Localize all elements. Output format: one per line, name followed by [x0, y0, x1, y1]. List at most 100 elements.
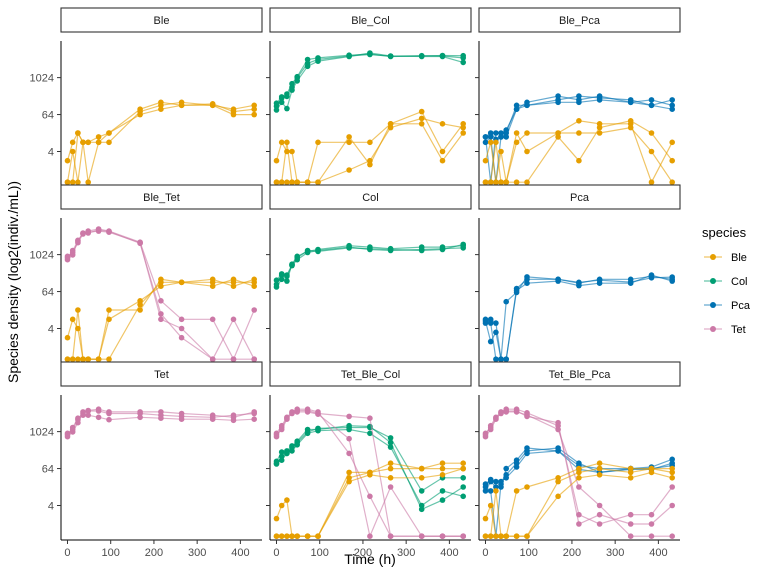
data-point [273, 179, 280, 185]
data-point [230, 417, 237, 424]
series-line [67, 229, 255, 361]
data-point [367, 415, 373, 422]
data-point [513, 533, 520, 539]
data-point [648, 97, 655, 103]
data-point [576, 157, 582, 164]
data-point [482, 139, 489, 146]
panel-pca: Pca [475, 184, 681, 367]
data-point [251, 276, 257, 283]
data-point [75, 356, 81, 363]
data-point [669, 274, 675, 280]
data-point [596, 502, 603, 509]
data-point [503, 465, 510, 472]
data-point [315, 56, 321, 63]
data-point [69, 139, 76, 146]
y-tick-label: 4 [48, 323, 54, 335]
data-point [304, 533, 311, 539]
data-point [555, 99, 561, 106]
data-point [251, 416, 257, 423]
strip-label: Tet_Ble_Col [341, 369, 400, 381]
data-point [315, 427, 321, 434]
data-point [482, 179, 489, 185]
data-point [627, 99, 634, 106]
x-tick-label: 200 [354, 547, 372, 559]
data-point [555, 134, 561, 140]
x-tick-label: 300 [606, 547, 624, 559]
data-point [85, 356, 91, 363]
data-point [669, 456, 675, 463]
data-point [158, 298, 164, 304]
panel-tet-ble-col: Tet_Ble_Col 0 100 200 300 400 [266, 361, 472, 559]
data-point [513, 102, 520, 109]
data-point [493, 356, 499, 363]
data-point [251, 307, 257, 313]
data-point [498, 134, 504, 140]
data-point [106, 307, 112, 313]
data-point [482, 318, 489, 324]
data-point [284, 139, 290, 146]
data-point [80, 412, 86, 419]
data-point [555, 278, 561, 284]
series-line [485, 275, 673, 360]
strip-box [478, 184, 681, 210]
legend-dot [710, 278, 716, 284]
data-point [460, 121, 467, 127]
data-point [278, 449, 285, 455]
data-point [387, 246, 394, 253]
data-point [576, 99, 582, 106]
data-point [304, 179, 311, 185]
data-point [289, 410, 295, 417]
data-point [669, 139, 675, 146]
data-point [487, 533, 494, 539]
series-tet-rep1 [64, 228, 257, 363]
legend-title: species [702, 225, 747, 240]
data-point [64, 334, 71, 341]
series-col-rep3 [273, 241, 467, 284]
strip-box [60, 361, 263, 387]
strip-label: Tet [154, 369, 169, 381]
data-point [278, 453, 285, 460]
data-point [555, 93, 561, 99]
data-point [95, 408, 102, 414]
data-point [209, 416, 216, 423]
data-point [209, 283, 216, 290]
data-point [273, 107, 280, 113]
data-point [209, 356, 216, 363]
series-line [276, 468, 464, 537]
data-point [284, 93, 290, 100]
data-point [69, 179, 76, 185]
data-point [669, 97, 675, 103]
data-point [460, 55, 467, 61]
x-tick-label: 200 [563, 547, 581, 559]
series-tet-rep3 [482, 409, 675, 539]
data-point [439, 465, 446, 472]
series-pca-rep3 [482, 272, 675, 363]
data-point [278, 271, 285, 277]
panel-tet: Tet 4 64 1024 0 100 200 300 400 [30, 361, 263, 559]
data-point [304, 60, 311, 67]
data-point [387, 533, 394, 539]
series-ble-rep3 [64, 276, 257, 363]
data-point [493, 533, 499, 539]
series-line [275, 53, 464, 107]
data-point [596, 97, 603, 103]
data-point [460, 484, 467, 490]
data-point [137, 414, 143, 421]
data-point [648, 521, 655, 527]
data-point [503, 533, 510, 539]
legend-dot [710, 254, 716, 260]
data-point [278, 502, 285, 509]
data-point [524, 276, 530, 283]
data-point [367, 430, 373, 437]
data-point [596, 465, 603, 472]
series-ble-rep3 [273, 465, 467, 539]
data-point [460, 59, 467, 66]
data-point [289, 148, 295, 155]
data-point [75, 239, 81, 246]
data-point [513, 287, 520, 294]
data-point [75, 416, 81, 423]
data-point [64, 356, 71, 363]
data-point [487, 139, 494, 146]
series-line [67, 230, 255, 360]
data-point [439, 497, 446, 503]
